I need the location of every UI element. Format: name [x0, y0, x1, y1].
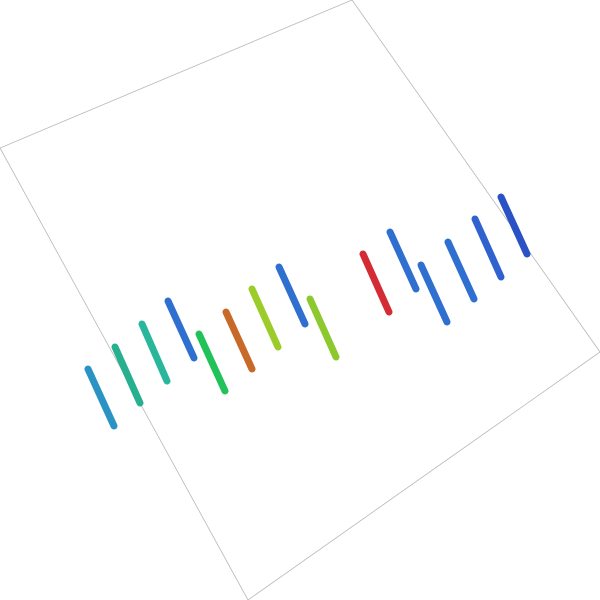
bar-7	[248, 285, 282, 351]
bar-4	[164, 297, 198, 362]
bar-12	[417, 261, 451, 326]
bar-13	[444, 238, 478, 303]
bar-3	[138, 320, 171, 385]
bar-10	[359, 250, 393, 316]
bar-14	[471, 215, 505, 281]
bar-1	[84, 365, 118, 430]
bar-15	[497, 193, 531, 258]
bar-9	[306, 295, 340, 361]
bar-8	[275, 263, 309, 328]
bar-11	[386, 228, 420, 293]
bar-group	[84, 193, 531, 430]
bar-6	[222, 308, 256, 373]
bar-2	[111, 343, 144, 407]
bar-5	[195, 330, 229, 395]
